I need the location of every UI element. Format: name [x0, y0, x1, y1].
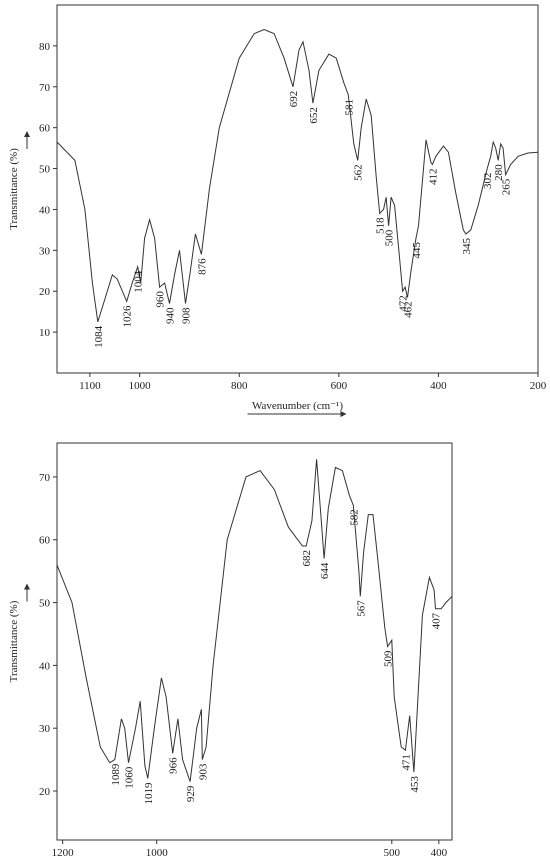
peak-label: 876 [196, 258, 208, 275]
y-tick-label: 10 [39, 327, 51, 339]
x-tick-label: 800 [231, 380, 248, 392]
y-tick-label: 70 [39, 472, 51, 484]
peak-label: 1026 [122, 305, 134, 328]
peak-label: 1089 [110, 763, 122, 786]
y-tick-label: 30 [39, 245, 51, 257]
peak-label: 908 [180, 307, 192, 324]
peak-label: 1084 [93, 325, 105, 348]
x-arrow-head [340, 411, 347, 417]
peak-label: 509 [383, 650, 395, 667]
peak-label: 1019 [143, 782, 155, 805]
peak-label: 562 [353, 164, 365, 181]
peak-label: 453 [409, 776, 421, 793]
x-tick-label: 200 [530, 380, 547, 392]
peak-label: 1004 [133, 270, 145, 293]
x-tick-label: 500 [384, 847, 401, 857]
plot-frame [56, 442, 453, 841]
peak-label: 960 [155, 291, 167, 308]
y-tick-label: 30 [39, 723, 51, 735]
x-tick-label: 400 [430, 380, 447, 392]
y-arrow-head [24, 131, 30, 137]
peak-label: 582 [348, 509, 360, 526]
peak-label: 445 [411, 242, 423, 259]
y-tick-label: 20 [39, 286, 51, 298]
x-tick-label: 1000 [146, 847, 169, 857]
peak-label: 472 [398, 295, 410, 312]
peak-label: 644 [319, 562, 331, 579]
peak-label: 280 [493, 164, 505, 181]
peak-label: 462 [403, 301, 415, 318]
peak-label: 940 [165, 307, 177, 324]
peak-label: 966 [168, 757, 180, 774]
y-tick-label: 50 [39, 164, 51, 176]
peak-label: 692 [288, 91, 300, 108]
y-tick-label: 70 [39, 82, 51, 94]
x-tick-label: 1000 [129, 380, 152, 392]
peak-label: 652 [308, 107, 320, 124]
y-tick-label: 50 [39, 598, 51, 610]
y-tick-label: 60 [39, 123, 51, 135]
peak-label: 345 [461, 237, 473, 254]
peak-label: 302 [482, 173, 494, 190]
peak-label: 567 [355, 600, 367, 617]
peak-label: 412 [427, 168, 439, 185]
x-tick-label: 1100 [79, 380, 101, 392]
spectrum-line [56, 459, 453, 782]
peak-label: 682 [301, 550, 313, 567]
spectrum-line [56, 28, 539, 323]
peak-label: 407 [431, 612, 443, 629]
x-tick-label: 1200 [52, 847, 75, 857]
peak-label: 500 [384, 229, 396, 246]
peak-label: 581 [343, 99, 355, 116]
x-tick-label: 600 [331, 380, 348, 392]
peak-label: 471 [400, 754, 412, 771]
y-tick-label: 20 [39, 786, 51, 798]
peak-label: 1060 [123, 766, 135, 789]
peak-label: 265 [501, 178, 513, 195]
x-axis-title: Wavenumber (cm⁻¹) [252, 400, 343, 412]
y-axis-title: Transmittance (%) [8, 600, 20, 682]
y-tick-label: 80 [39, 41, 51, 53]
peak-label: 903 [197, 763, 209, 780]
y-arrow-head [24, 583, 30, 590]
y-tick-label: 40 [39, 204, 51, 216]
x-tick-label: 400 [431, 847, 448, 857]
y-axis-title: Transmittance (%) [8, 148, 20, 230]
y-tick-label: 40 [39, 660, 51, 672]
plot-frame [56, 4, 539, 374]
y-tick-label: 60 [39, 535, 51, 547]
peak-label: 518 [375, 217, 387, 234]
peak-label: 929 [185, 785, 197, 802]
